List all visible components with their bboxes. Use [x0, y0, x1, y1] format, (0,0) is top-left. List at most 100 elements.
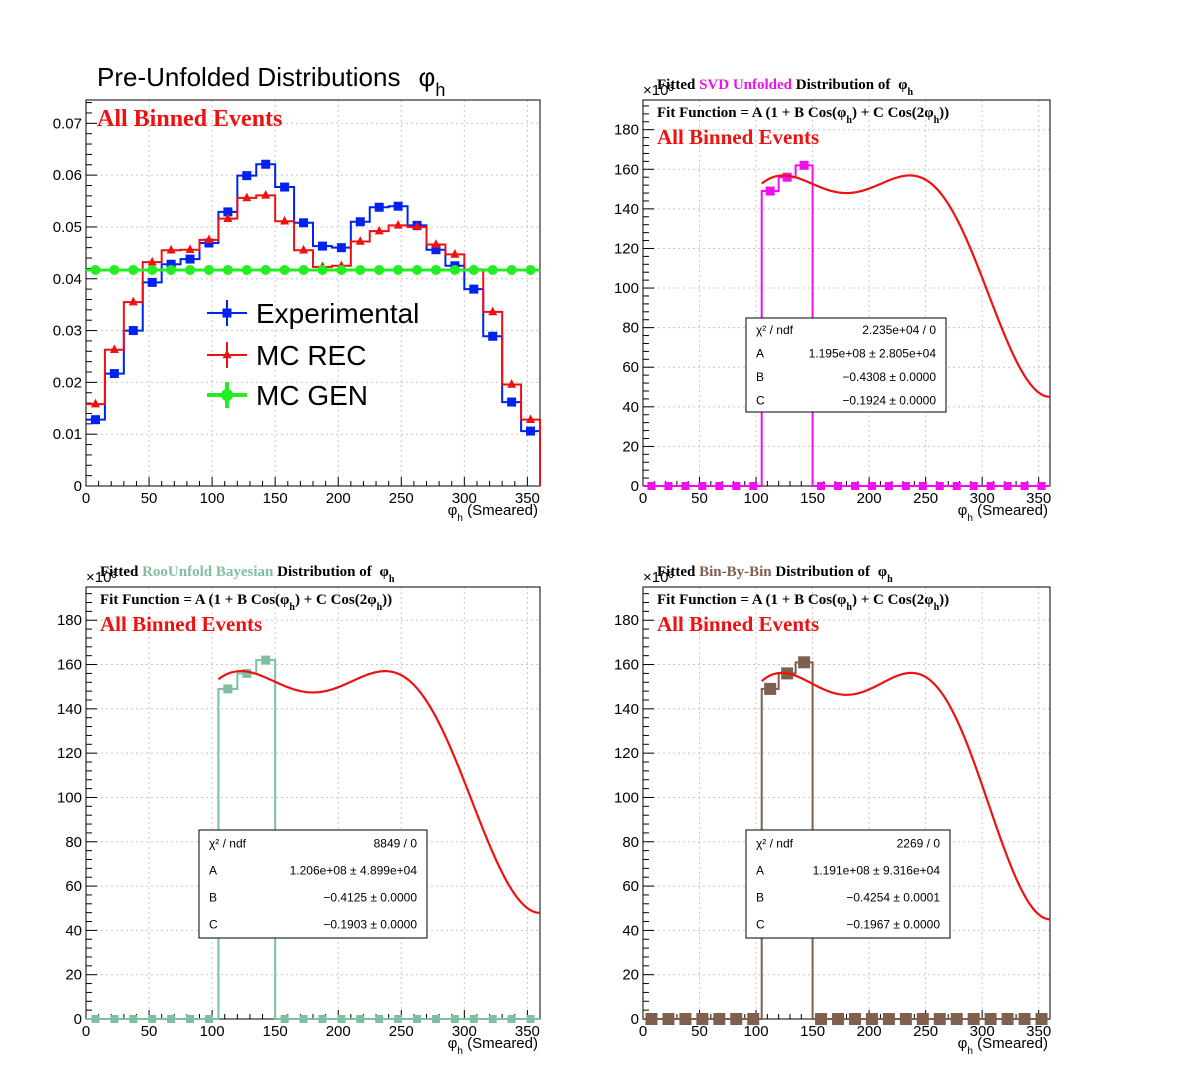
data-point — [984, 1013, 997, 1025]
y-tick-label: 80 — [622, 320, 639, 337]
x-tick-label: 200 — [857, 490, 882, 507]
fit-function-label: Fit Function = A (1 + B Cos(φh) + C Cos(… — [657, 592, 949, 613]
y-tick-label: 160 — [614, 657, 639, 674]
stats-value: −0.1924 ± 0.0000 — [842, 393, 936, 407]
fit-function-label: Fit Function = A (1 + B Cos(φh) + C Cos(… — [657, 105, 949, 126]
y-tick-label: 180 — [57, 612, 82, 629]
data-point — [469, 1015, 478, 1023]
data-point — [662, 1013, 675, 1025]
y-tick-label: 0.04 — [53, 271, 82, 288]
y-tick-label: 180 — [614, 122, 639, 139]
legend-label: MC GEN — [256, 380, 368, 411]
series-experimental — [86, 159, 541, 486]
annotation-all-binned-events: All Binned Events — [100, 612, 262, 636]
axis-ticks — [85, 593, 541, 1020]
y-tick-label: 0.01 — [53, 426, 82, 443]
x-tick-label: 100 — [200, 490, 225, 507]
data-point — [299, 218, 309, 228]
axis-exponent-label: ×10³ — [86, 569, 116, 586]
x-axis-label: φh (Smeared) — [958, 1035, 1048, 1057]
x-axis-label-symbol: φ — [448, 1035, 458, 1052]
chart-title-part: Fitted — [657, 564, 699, 580]
y-tick-label: 180 — [614, 612, 639, 629]
histogram — [643, 656, 1050, 1025]
series-mc-gen — [86, 264, 540, 275]
annotation-all-binned-events: All Binned Events — [97, 106, 282, 132]
data-point — [393, 201, 403, 211]
data-point — [431, 239, 441, 248]
data-point — [782, 172, 792, 182]
fit-function-part: ) + C Cos(2φ — [295, 592, 377, 608]
data-point — [166, 259, 176, 269]
stats-value: 2.235e+04 / 0 — [862, 323, 936, 337]
data-point — [147, 277, 157, 287]
legend-label: MC REC — [256, 340, 366, 371]
chart-title-part: Distribution of — [772, 564, 874, 580]
data-point — [765, 186, 775, 196]
data-point — [952, 482, 961, 490]
data-point — [109, 264, 120, 275]
stats-value: −0.1903 ± 0.0000 — [323, 918, 417, 932]
data-point — [128, 326, 138, 336]
data-point — [261, 655, 271, 665]
stats-value: 1.206e+08 ± 4.899e+04 — [290, 864, 418, 878]
x-tick-label: 300 — [452, 490, 477, 507]
data-point — [526, 1015, 535, 1023]
y-tick-label: 0.03 — [53, 323, 82, 340]
data-point — [355, 217, 365, 227]
x-tick-label: 50 — [141, 490, 158, 507]
stats-box-frame — [745, 829, 951, 939]
data-point — [507, 1015, 516, 1023]
stats-label: χ² / ndf — [756, 837, 794, 851]
chart-title-subscript: h — [435, 80, 445, 100]
x-tick-label: 250 — [389, 490, 414, 507]
histogram — [86, 655, 540, 1023]
data-point — [223, 213, 233, 222]
stats-label: C — [756, 918, 765, 932]
data-point — [507, 397, 517, 407]
data-point — [148, 1015, 157, 1023]
histogram — [643, 160, 1050, 490]
fit-function-part: h — [934, 115, 940, 126]
data-point — [645, 1013, 658, 1025]
data-point — [764, 682, 777, 695]
data-point — [128, 296, 138, 306]
y-tick-label: 60 — [65, 878, 82, 895]
data-point — [393, 264, 404, 275]
y-tick-label: 20 — [622, 438, 639, 455]
stats-label: A — [756, 864, 764, 878]
data-point — [933, 1013, 946, 1025]
y-tick-label: 0 — [631, 478, 639, 495]
x-tick-label: 0 — [639, 1023, 647, 1040]
x-axis-label: φh (Smeared) — [448, 502, 538, 524]
data-point — [336, 264, 347, 275]
data-point — [241, 264, 252, 275]
x-tick-label: 300 — [452, 1023, 477, 1040]
data-point — [732, 482, 741, 490]
y-tick-label: 0.07 — [53, 115, 82, 132]
data-point — [375, 1015, 384, 1023]
y-tick-label: 100 — [614, 789, 639, 806]
data-point — [468, 264, 479, 275]
data-point — [185, 244, 195, 254]
data-point — [747, 1013, 760, 1025]
fit-function-part: h — [934, 602, 940, 613]
y-tick-label: 60 — [622, 878, 639, 895]
y-tick-label: 0 — [631, 1011, 639, 1028]
fit-function-part: h — [289, 602, 295, 613]
data-point — [128, 264, 139, 275]
stats-box-frame — [198, 829, 428, 939]
chart-fit-1: 0 50 100 150 200 250 300 350 0 20 40 60 80 100 120 140 1… — [614, 77, 1051, 524]
y-tick-label: 120 — [57, 745, 82, 762]
x-tick-label: 150 — [800, 1023, 825, 1040]
fit-function-part: ) + C Cos(2φ — [852, 592, 934, 608]
data-point — [488, 306, 498, 316]
data-point — [469, 284, 479, 294]
data-point — [317, 264, 328, 275]
stats-value: −0.4308 ± 0.0000 — [842, 370, 936, 384]
data-point — [185, 254, 195, 264]
legend-marker — [222, 308, 232, 318]
x-axis-label-subscript: h — [967, 1046, 973, 1057]
y-tick-label: 0.02 — [53, 374, 82, 391]
data-point — [967, 1013, 980, 1025]
